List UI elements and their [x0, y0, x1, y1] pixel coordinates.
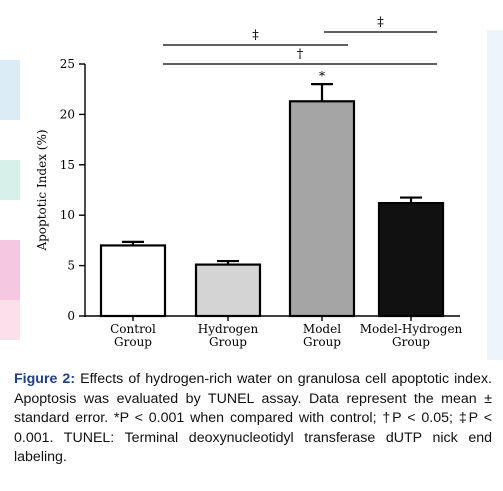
- significance-marker: ‡: [252, 28, 259, 43]
- bar: [377, 202, 445, 318]
- x-tick-label: Model Group: [303, 322, 341, 349]
- bar: [99, 244, 167, 318]
- y-tick-label: 10: [60, 208, 75, 222]
- y-tick-label: 15: [60, 158, 75, 172]
- y-axis-title: Apoptotic Index (%): [35, 129, 49, 251]
- y-tick-label: 25: [60, 57, 75, 71]
- significance-star: *: [319, 69, 325, 83]
- x-tick-label: Model-Hydrogen Group: [360, 322, 463, 349]
- figure-caption: Figure 2: Effects of hydrogen-rich water…: [14, 370, 492, 468]
- y-tick-label: 20: [60, 107, 75, 121]
- bar: [288, 100, 356, 318]
- apoptotic-index-bar-chart: 0 5 10 15 20 25 Apoptotic Index (%) Control Grou…: [35, 15, 463, 349]
- caption-text: Effects of hydrogen-rich water on granul…: [14, 371, 492, 465]
- significance-marker: ‡: [377, 15, 384, 30]
- caption-heading: Figure 2:: [14, 371, 76, 387]
- y-tick-label: 5: [67, 259, 75, 273]
- y-tick-label: 0: [67, 309, 75, 323]
- bar: [194, 263, 262, 318]
- significance-marker: †: [297, 47, 304, 62]
- x-tick-label: Control Group: [110, 322, 156, 349]
- x-tick-label: Hydrogen Group: [198, 322, 259, 349]
